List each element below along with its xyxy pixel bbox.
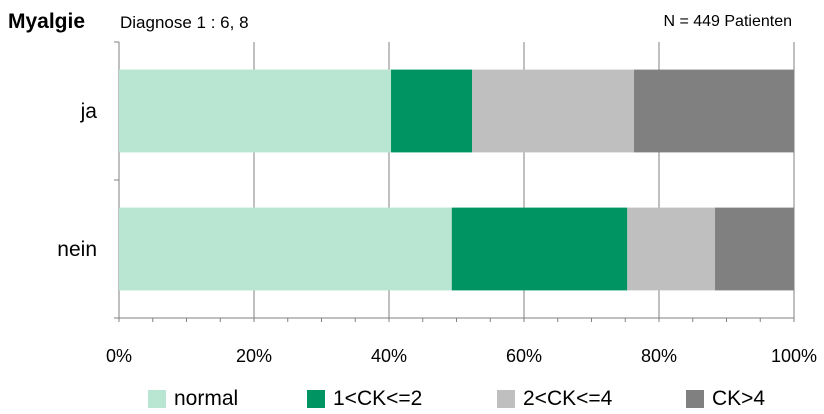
x-tick-label: 40% [371, 346, 407, 366]
legend-label: 1<CK<=2 [333, 387, 423, 410]
chart-subtitle: Diagnose 1 : 6, 8 [120, 13, 249, 32]
bar-segment [715, 207, 794, 291]
legend-label: 2<CK<=4 [523, 387, 613, 410]
bar-segment [472, 69, 635, 153]
legend-item: normal [148, 386, 238, 412]
legend-swatch [307, 390, 325, 408]
legend-label: CK>4 [712, 387, 766, 410]
bar-segment [634, 69, 794, 153]
patient-count-note: N = 449 Patienten [663, 13, 792, 30]
category-label: ja [80, 100, 98, 123]
chart-title: Myalgie [8, 10, 86, 33]
legend-item: 1<CK<=2 [307, 386, 422, 412]
legend-swatch [148, 390, 166, 408]
stacked-bar-chart: ja nein 0% 20% 40% 60% 80% 100% [57, 41, 817, 366]
x-tick-label: 80% [641, 346, 677, 366]
legend-item: CK>4 [686, 386, 765, 412]
bar-segment [391, 69, 473, 153]
legend-label: normal [174, 387, 239, 410]
legend-swatch [497, 390, 515, 408]
x-tick-label: 60% [506, 346, 542, 366]
bar-segment [451, 207, 628, 291]
x-tick-label: 100% [771, 346, 817, 366]
x-tick-label: 20% [236, 346, 272, 366]
chart-header: Myalgie Diagnose 1 : 6, 8 N = 449 Patien… [8, 8, 792, 36]
bar-segment [119, 207, 452, 291]
chart-legend: normal 1<CK<=2 2<CK<=4 CK>4 [0, 386, 824, 412]
legend-swatch [686, 390, 704, 408]
category-label: nein [57, 238, 97, 261]
legend-item: 2<CK<=4 [497, 386, 612, 412]
bar-segment [119, 69, 392, 153]
bar-segment [627, 207, 716, 291]
x-tick-label: 0% [106, 346, 132, 366]
